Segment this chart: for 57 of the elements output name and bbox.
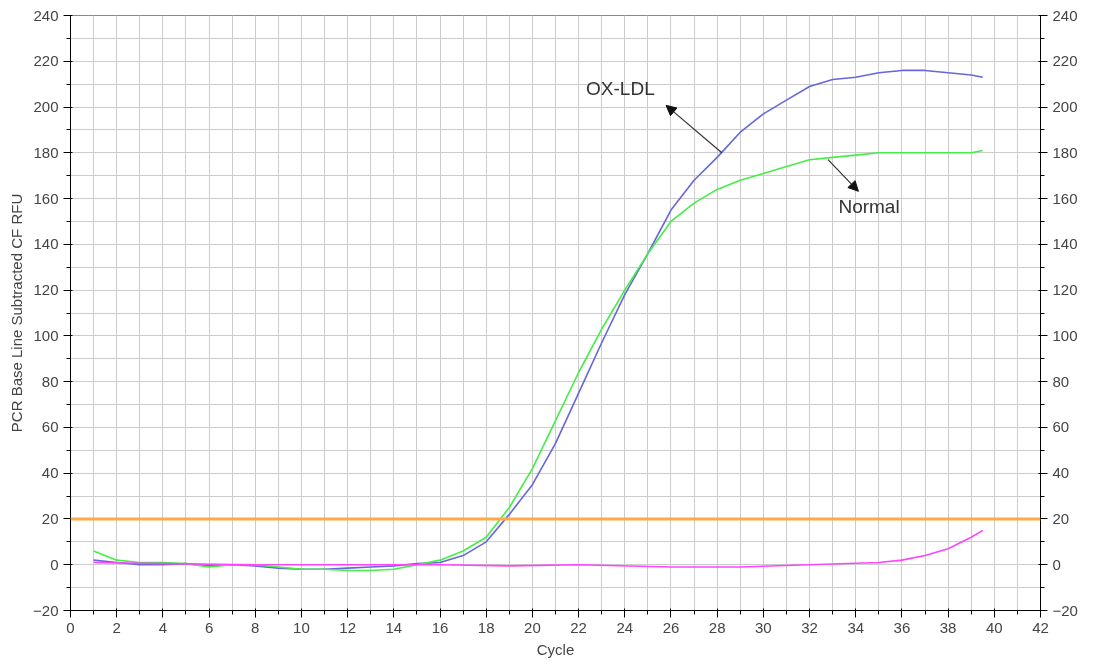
x-tick-label: 24: [616, 618, 634, 636]
x-tick-label: 30: [755, 618, 772, 636]
annotation: OX-LDL: [586, 78, 655, 100]
y2-tick-label: 100: [1052, 326, 1078, 344]
x-tick-label: 14: [385, 618, 403, 636]
x-tick-label: 20: [524, 618, 541, 636]
y-tick-label: 240: [33, 6, 59, 24]
y-tick-label: 180: [33, 143, 59, 161]
y2-tick-label: 200: [1052, 98, 1078, 116]
y-tick-label: 200: [33, 98, 59, 116]
x-tick-label: 40: [985, 618, 1003, 636]
x-tick-label: 12: [339, 618, 356, 636]
x-tick-label: 22: [570, 618, 587, 636]
y-tick-label: 80: [41, 372, 59, 390]
x-tick-label: 34: [847, 618, 865, 636]
x-tick-label: 26: [662, 618, 680, 636]
line-series: [92, 149, 984, 572]
y-tick-label: 100: [33, 326, 59, 344]
y-tick-label: 160: [33, 189, 59, 207]
y-tick-label: 60: [41, 418, 59, 436]
y2-tick-label: 160: [1052, 189, 1078, 207]
y-tick-label: −20: [33, 601, 59, 619]
annotation: Normal: [838, 196, 900, 218]
y-tick-label: 120: [33, 281, 59, 299]
x-tick-label: 28: [708, 618, 726, 636]
x-tick-label: 2: [112, 618, 121, 636]
y-tick-label: 140: [33, 235, 59, 253]
x-tick-label: 38: [939, 618, 957, 636]
y-tick-label: 0: [50, 555, 59, 573]
line-series: [92, 69, 984, 571]
x-tick-label: 42: [1032, 618, 1049, 636]
y2-tick-label: 60: [1052, 418, 1070, 436]
y2-tick-label: 20: [1052, 509, 1070, 527]
x-tick-label: 32: [801, 618, 818, 636]
x-tick-label: 6: [204, 618, 214, 636]
y2-tick-label: 240: [1052, 6, 1078, 24]
x-tick-label: 16: [431, 618, 449, 636]
y-tick-label: 40: [41, 464, 59, 482]
y2-tick-label: 220: [1052, 52, 1078, 70]
y2-tick-label: 120: [1052, 281, 1078, 299]
x-tick-label: 10: [293, 618, 310, 636]
y2-tick-label: 180: [1052, 143, 1078, 161]
y-axis-title: PCR Base Line Subtracted CF RFU: [8, 193, 26, 433]
y2-tick-label: 80: [1052, 372, 1070, 390]
x-tick-label: 4: [158, 618, 168, 636]
x-axis-title: Cycle: [536, 640, 575, 658]
line-series: [92, 529, 984, 568]
y-tick-label: 220: [33, 52, 59, 70]
x-tick-label: 0: [66, 618, 75, 636]
y-tick-label: 20: [41, 509, 59, 527]
x-tick-label: 8: [251, 618, 260, 636]
y2-tick-label: −20: [1052, 601, 1078, 619]
y2-tick-label: 0: [1052, 555, 1061, 573]
y2-tick-label: 140: [1052, 235, 1078, 253]
x-tick-label: 36: [893, 618, 911, 636]
y2-tick-label: 40: [1052, 464, 1070, 482]
x-tick-label: 18: [477, 618, 495, 636]
